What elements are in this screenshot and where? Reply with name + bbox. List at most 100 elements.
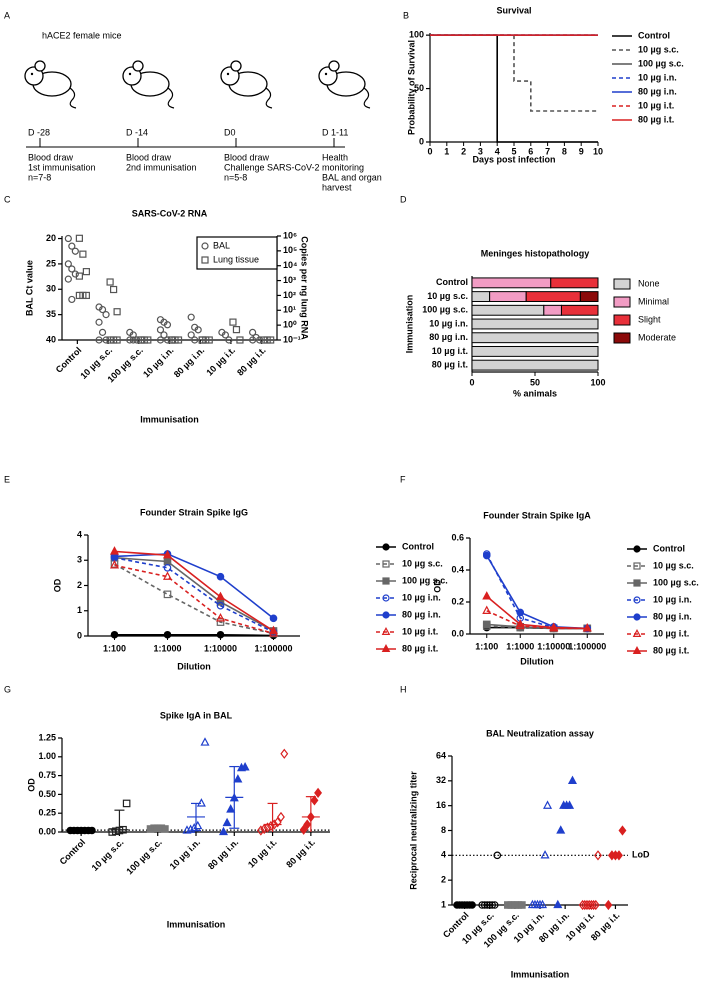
panel-label: D [400,194,407,204]
marker [95,318,103,326]
legend-label: 10 µg i.t. [638,100,674,110]
marker [64,234,72,243]
marker [113,336,121,344]
series-line [114,556,274,632]
panel-label: A [4,10,10,20]
y-tick-label: 2 [77,580,82,590]
mouse-head [220,66,240,86]
marker [582,623,592,632]
y-tick-label: 3 [77,555,82,565]
marker [229,318,237,326]
series-line [486,595,588,630]
bar-segment [525,291,581,303]
mouse-head [122,66,142,86]
x-axis-label: Immunisation [511,969,570,979]
chart-title: SARS-CoV-2 RNA [132,208,208,218]
legend-marker [201,242,209,250]
marker [591,899,600,911]
marker [478,901,486,909]
x-tick-label: 0 [427,146,432,156]
x-tick-label: 1:1000 [153,643,181,653]
legend-swatch [613,278,631,290]
x-tick-label: 1:100 [475,641,498,651]
marker [68,242,76,250]
event-note: n=7-8 [28,172,51,182]
bar-segment [471,304,545,316]
marker [280,748,289,759]
marker [160,331,168,339]
y-tick-label: 35 [46,309,56,319]
event-note: harvest [322,182,352,192]
mouse-eye [324,72,328,76]
y-tick-label: 2 [441,875,446,885]
event-label: D -28 [28,127,50,137]
series-line [114,556,274,633]
marker [122,799,131,808]
mouse-head [318,66,338,86]
marker [614,850,623,861]
y-axis-label: Reciprocal neutralizing titer [408,771,418,890]
marker [163,590,172,599]
marker [222,817,232,827]
y-tick-label: 0.0 [451,628,464,638]
marker [205,336,213,344]
legend-label: BAL [213,240,230,250]
legend-label: 80 µg i.n. [653,611,692,621]
marker [594,850,602,861]
x-tick-label: 0 [469,377,474,387]
y-tick-label: 1.00 [38,751,56,761]
legend-marker [633,613,641,621]
marker [109,560,120,569]
timeline-title: hACE2 female mice [42,30,122,40]
legend-label: Control [402,541,434,551]
y-tick-label: 0.75 [38,770,56,780]
marker [236,336,244,344]
legend-marker [381,643,391,653]
y-tick-label: 0.4 [451,564,464,574]
legend-swatch [613,332,631,344]
marker [269,614,278,623]
marker [102,311,110,319]
marker [618,825,627,836]
marker [218,826,229,836]
x-tick-label: 80 µg i.t. [284,837,317,870]
marker [482,551,491,560]
x-tick-label: 1:100000 [254,643,292,653]
marker [543,800,553,809]
event-note: Challenge SARS-CoV-2 [224,162,320,172]
legend-label: 10 µg i.t. [402,626,438,636]
y-axis-label: Immunisation [404,295,414,354]
x-tick-label: 1:100000 [568,641,606,651]
marker [268,625,279,635]
y-tick-label: 0.6 [451,532,464,542]
marker [488,901,497,909]
marker [216,572,225,581]
y-axis-label: Probability of Survival [406,40,416,135]
marker [79,250,87,258]
x-tick-label: 10 [593,146,603,156]
marker [270,819,279,830]
marker [273,817,282,828]
marker [490,901,499,909]
marker [303,819,312,830]
x-tick-label: 3 [478,146,483,156]
mouse-ear [328,60,340,72]
y-axis-label: OD [52,578,62,592]
marker [226,804,236,813]
marker [161,825,169,833]
marker [516,608,525,617]
marker [113,308,121,316]
legend-label: 10 µg i.n. [402,592,441,602]
x-axis-label: Dilution [177,661,211,671]
y-tick-label: 0.25 [38,808,56,818]
x-tick-label: 6 [528,146,533,156]
marker [604,899,613,911]
series-line [486,553,588,630]
marker [537,899,548,909]
marker [198,336,206,344]
legend-label: Slight [638,314,661,324]
mouse-tail [363,87,371,109]
legend-marker [382,594,390,602]
marker [162,549,173,559]
